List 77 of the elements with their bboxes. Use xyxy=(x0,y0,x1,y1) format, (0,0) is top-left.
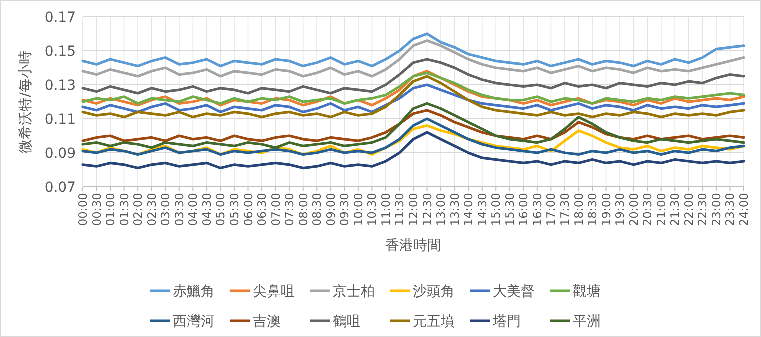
x-tick-label: 09:30 xyxy=(338,193,352,226)
x-tick-label: 23:30 xyxy=(723,193,738,226)
y-tick-label: 0.09 xyxy=(44,146,76,162)
legend-label: 鶴咀 xyxy=(333,314,361,330)
x-tick-label: 21:00 xyxy=(654,193,668,226)
x-tick-label: 14:30 xyxy=(475,193,490,226)
x-tick-label: 15:00 xyxy=(489,193,504,226)
x-tick-label: 03:30 xyxy=(172,193,186,226)
x-tick-label: 17:30 xyxy=(558,193,572,226)
x-tick-label: 10:30 xyxy=(365,193,380,226)
x-tick-label: 22:30 xyxy=(696,193,710,226)
x-tick-label: 08:30 xyxy=(310,193,324,226)
y-tick-label: 0.07 xyxy=(44,180,76,196)
line-series xyxy=(82,32,746,68)
x-tick-label: 05:00 xyxy=(214,193,228,226)
legend-label: 沙頭角 xyxy=(413,284,455,300)
x-tick-label: 20:00 xyxy=(626,193,641,226)
x-tick-label: 11:00 xyxy=(378,193,393,226)
legend-label: 尖鼻咀 xyxy=(253,284,295,300)
x-tick-label: 12:00 xyxy=(406,193,420,226)
x-tick-label: 09:00 xyxy=(324,193,338,226)
line-series xyxy=(82,118,746,156)
legend-label: 平洲 xyxy=(573,314,601,330)
y-tick-label: 0.13 xyxy=(44,78,76,94)
x-tick-label: 21:30 xyxy=(668,193,682,226)
x-tick-label: 18:00 xyxy=(572,193,586,226)
line-series xyxy=(82,84,746,114)
x-tick-label: 06:00 xyxy=(241,193,256,226)
x-tick-label: 00:00 xyxy=(76,193,90,226)
legend-label: 吉澳 xyxy=(253,314,281,330)
x-tick-label: 23:00 xyxy=(709,193,724,226)
x-tick-label: 01:30 xyxy=(117,193,132,226)
x-tick-label: 08:00 xyxy=(296,193,310,226)
x-tick-label: 17:00 xyxy=(544,193,558,226)
legend-label: 西灣河 xyxy=(173,314,215,330)
x-tick-label: 11:30 xyxy=(392,193,407,226)
x-tick-label: 10:00 xyxy=(351,193,366,226)
x-tick-label: 00:30 xyxy=(90,193,104,226)
x-tick-label: 20:30 xyxy=(640,193,655,226)
x-tick-label: 19:30 xyxy=(613,193,628,226)
line-series xyxy=(82,40,746,78)
line-series xyxy=(82,75,746,119)
y-axis-title: 微希沃特/每小時 xyxy=(18,50,34,154)
x-tick-label: 04:30 xyxy=(200,193,214,226)
x-tick-label: 16:30 xyxy=(530,193,544,226)
x-tick-label: 16:00 xyxy=(516,193,531,226)
legend-label: 京士柏 xyxy=(333,284,375,300)
y-tick-label: 0.11 xyxy=(44,112,76,128)
x-tick-label: 19:00 xyxy=(599,193,614,226)
x-tick-label: 07:30 xyxy=(282,193,297,226)
x-tick-label: 04:00 xyxy=(186,193,200,226)
line-series xyxy=(82,131,746,170)
x-tick-label: 02:30 xyxy=(144,193,159,226)
x-tick-label: 24:00 xyxy=(737,193,751,226)
line-series xyxy=(82,58,746,95)
legend-label: 塔門 xyxy=(492,314,521,330)
x-tick-label: 01:00 xyxy=(104,193,118,226)
x-tick-label: 05:30 xyxy=(227,193,242,226)
x-tick-label: 18:30 xyxy=(586,193,600,226)
x-tick-label: 13:00 xyxy=(434,193,448,226)
x-tick-label: 12:30 xyxy=(420,193,434,226)
x-tick-label: 06:30 xyxy=(255,193,270,226)
x-tick-label: 14:00 xyxy=(462,193,476,226)
x-tick-label: 03:00 xyxy=(158,193,173,226)
x-tick-label: 22:00 xyxy=(682,193,696,226)
legend-label: 赤鱲角 xyxy=(173,284,215,300)
y-tick-label: 0.17 xyxy=(44,10,76,26)
x-tick-label: 07:00 xyxy=(268,193,283,226)
legend-label: 元五墳 xyxy=(413,314,455,330)
x-axis-title: 香港時間 xyxy=(386,238,442,254)
line-series xyxy=(82,102,746,150)
legend-label: 大美督 xyxy=(493,284,535,300)
x-tick-label: 15:30 xyxy=(502,193,517,226)
x-tick-label: 02:00 xyxy=(131,193,146,226)
legend-label: 觀塘 xyxy=(573,284,601,300)
y-tick-label: 0.15 xyxy=(44,44,76,60)
x-tick-label: 13:30 xyxy=(448,193,462,226)
